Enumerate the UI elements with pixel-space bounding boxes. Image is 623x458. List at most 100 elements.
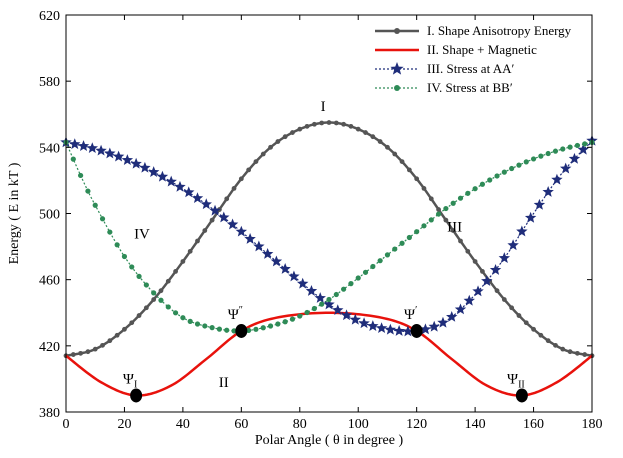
series-line <box>65 141 593 332</box>
series-marker <box>450 200 456 206</box>
series-marker <box>136 273 142 279</box>
series-marker <box>559 162 572 174</box>
series-marker <box>187 318 193 324</box>
series-marker <box>246 327 252 334</box>
series-marker <box>275 321 281 327</box>
series-marker <box>112 150 125 162</box>
series-marker <box>553 342 558 348</box>
series-marker <box>516 225 528 237</box>
series-marker <box>209 204 221 216</box>
series-marker <box>172 310 179 316</box>
series-marker <box>165 304 171 310</box>
series-marker <box>355 275 361 281</box>
series-marker <box>100 342 105 348</box>
series-marker <box>509 165 515 172</box>
series-marker <box>114 242 120 248</box>
series-marker <box>270 255 283 267</box>
series-marker <box>267 323 274 329</box>
series-marker <box>187 248 193 254</box>
series-marker <box>414 229 420 235</box>
series-marker <box>275 139 281 144</box>
series-marker <box>99 216 106 222</box>
series-marker <box>180 315 186 321</box>
legend-marker <box>390 62 404 75</box>
series-marker <box>392 151 398 157</box>
series-marker <box>279 263 291 274</box>
legend-label: IV. Stress at BB′ <box>427 80 513 95</box>
series-marker <box>481 275 493 286</box>
series-marker <box>194 321 201 327</box>
series-marker <box>92 346 98 352</box>
series-marker <box>224 196 230 202</box>
series-marker <box>231 186 237 191</box>
legend: I. Shape Anisotropy Energy II. Shape + Ma… <box>375 23 572 95</box>
series-marker <box>399 159 405 165</box>
y-axis-label: Energy ( E in kT ) <box>7 162 22 264</box>
series-marker <box>288 270 300 282</box>
series-marker <box>523 159 529 165</box>
series-marker <box>147 166 160 177</box>
series-marker <box>498 252 511 264</box>
psi-point: ΨII <box>507 371 528 403</box>
series-marker <box>524 211 537 223</box>
series-marker <box>542 186 554 197</box>
series-marker <box>375 322 388 334</box>
series-marker <box>326 296 332 303</box>
series-marker <box>348 281 354 287</box>
series-marker <box>479 181 486 187</box>
series-marker <box>567 144 573 150</box>
y-tick-label: 540 <box>39 141 60 156</box>
series-marker <box>465 190 471 196</box>
series-2 <box>65 311 593 397</box>
series-marker <box>130 157 142 169</box>
series-marker <box>385 144 390 150</box>
series-marker <box>367 320 379 331</box>
series-marker <box>253 159 259 165</box>
series-marker <box>209 217 215 223</box>
series-marker <box>494 173 500 179</box>
series-marker <box>121 154 134 165</box>
series-marker <box>180 259 186 264</box>
series-marker <box>414 176 420 182</box>
legend-item: II. Shape + Magnetic <box>375 42 537 57</box>
series-marker <box>577 143 589 155</box>
legend-marker <box>394 28 400 34</box>
y-tick-label: 500 <box>39 208 60 223</box>
series-marker <box>235 225 248 237</box>
series-marker <box>78 172 84 179</box>
curve-label: IV <box>134 226 150 242</box>
series-marker <box>332 304 344 316</box>
series-marker <box>305 285 318 296</box>
curve-label: II <box>219 375 229 391</box>
x-tick-label: 160 <box>523 417 544 432</box>
series-marker <box>261 248 274 259</box>
series-marker <box>282 319 288 325</box>
series-marker <box>437 316 449 328</box>
series-marker <box>151 297 157 302</box>
x-tick-label: 60 <box>234 417 248 432</box>
series-marker <box>151 290 157 296</box>
series-marker <box>78 350 84 356</box>
series-marker <box>314 292 326 303</box>
series-marker <box>516 162 522 168</box>
psi-point: Ψ′ <box>404 305 423 338</box>
series-marker <box>224 327 230 333</box>
series-marker <box>304 309 310 316</box>
series-marker <box>195 238 200 244</box>
series-marker <box>377 139 383 144</box>
psi-marker <box>130 388 143 403</box>
legend-item: I. Shape Anisotropy Energy <box>375 23 572 38</box>
series-marker <box>501 169 507 175</box>
series-marker <box>216 326 223 332</box>
series-marker <box>253 240 265 252</box>
series-marker <box>121 253 128 260</box>
series-marker <box>457 195 464 201</box>
series-marker <box>406 234 412 241</box>
series-marker <box>143 282 149 288</box>
series-marker <box>158 288 164 294</box>
series-marker <box>443 205 449 212</box>
series-marker <box>260 325 266 331</box>
series-marker <box>156 170 169 182</box>
y-tick-label: 380 <box>39 406 60 421</box>
